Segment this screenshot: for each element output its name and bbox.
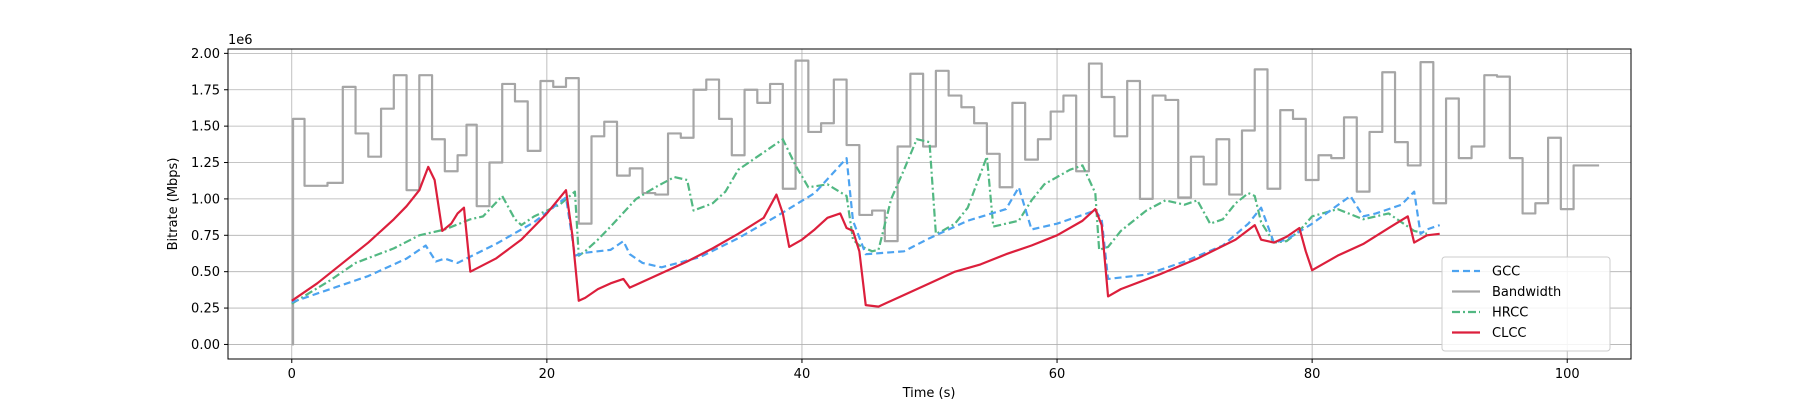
series-lines (291, 59, 1600, 346)
y-offset-label: 1e6 (228, 33, 253, 48)
y-tick-label: 1.75 (191, 83, 220, 98)
plot-frame (227, 48, 1632, 360)
x-tick-label: 20 (539, 367, 556, 382)
x-tick-label: 100 (1555, 367, 1580, 382)
axis-ticks: 0 20 40 60 80 100 0.00 0.25 0.50 0.75 1.00 1.25 1.50… (191, 47, 1580, 382)
legend-label-hrcc: HRCC (1492, 306, 1528, 321)
legend-box (1441, 256, 1611, 352)
y-tick-label: 0.25 (191, 302, 220, 317)
legend-label-gcc: GCC (1492, 265, 1520, 280)
series-line-bandwidth (291, 59, 1600, 346)
series-line-clcc (291, 165, 1440, 308)
y-tick-label: 0.75 (191, 229, 220, 244)
x-tick-label: 40 (794, 367, 811, 382)
y-tick-label: 0.00 (191, 338, 220, 353)
legend-label-bandwidth: Bandwidth (1492, 285, 1561, 300)
y-tick-label: 1.00 (191, 192, 220, 207)
x-axis-label: Time (s) (902, 386, 956, 400)
y-tick-label: 0.50 (191, 265, 220, 280)
x-tick-label: 80 (1304, 367, 1321, 382)
legend-label-clcc: CLCC (1492, 326, 1526, 341)
grid-lines (228, 49, 1631, 359)
legend: GCC Bandwidth HRCC CLCC (1441, 256, 1611, 352)
x-tick-label: 0 (288, 367, 296, 382)
x-tick-label: 60 (1049, 367, 1066, 382)
series-line-gcc (291, 157, 1441, 304)
y-tick-label: 1.50 (191, 120, 220, 135)
y-tick-label: 2.00 (191, 47, 220, 62)
series-line-hrcc (291, 138, 1428, 305)
y-tick-label: 1.25 (191, 156, 220, 171)
y-axis-label: Bitrate (Mbps) (166, 158, 181, 251)
